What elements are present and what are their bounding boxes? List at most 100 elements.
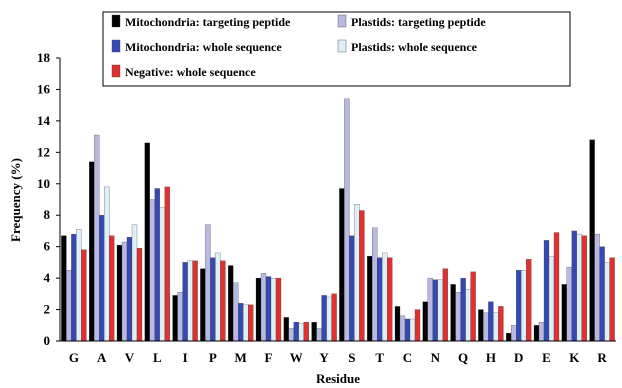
bar — [126, 237, 133, 342]
bar — [233, 282, 239, 342]
bar — [450, 284, 456, 342]
bar — [478, 309, 484, 342]
bar — [99, 215, 105, 342]
bar — [571, 230, 577, 342]
x-tick-label: L — [153, 350, 162, 365]
bar — [511, 325, 517, 342]
bar — [367, 255, 373, 342]
bar — [164, 186, 170, 342]
bar — [248, 304, 254, 342]
x-tick-label: D — [514, 350, 523, 365]
bar — [311, 321, 317, 342]
bar — [66, 270, 72, 342]
x-tick-label: E — [542, 350, 551, 365]
y-axis-title: Frequency (%) — [8, 158, 23, 242]
bar — [432, 279, 438, 342]
bar — [422, 301, 428, 342]
bar — [220, 260, 226, 342]
bar — [331, 293, 337, 342]
bar — [349, 235, 355, 342]
x-tick-label: K — [569, 350, 580, 365]
axes — [59, 58, 616, 342]
legend-label: Plastids: targeting peptide — [351, 15, 486, 29]
y-tick-label: 14 — [37, 113, 51, 128]
bar — [548, 255, 555, 342]
legend-label: Mitochondria: whole sequence — [125, 40, 282, 54]
bar — [566, 266, 572, 342]
bar — [344, 98, 350, 342]
bar — [354, 204, 360, 342]
y-tick-label: 0 — [44, 333, 51, 348]
bar — [326, 296, 332, 342]
bar — [159, 207, 165, 342]
legend-swatch — [111, 14, 121, 28]
bar — [71, 233, 77, 342]
y-tick-label: 4 — [44, 270, 51, 285]
bar — [404, 318, 411, 342]
bar — [265, 276, 272, 342]
bar — [414, 309, 421, 342]
bar — [427, 277, 433, 342]
bar — [553, 232, 560, 342]
bar — [543, 240, 550, 342]
bar — [76, 229, 82, 342]
bar — [516, 270, 522, 342]
x-tick-label: V — [125, 350, 135, 365]
legend-label: Mitochondria: targeting peptide — [125, 15, 291, 29]
bar — [589, 139, 595, 342]
bar — [359, 210, 365, 342]
bar — [470, 271, 476, 342]
bar — [533, 325, 540, 342]
bar — [149, 199, 155, 342]
x-tick-label: I — [183, 350, 188, 365]
y-tick-label: 10 — [37, 176, 50, 191]
bar — [89, 161, 95, 342]
bar — [172, 295, 178, 342]
bar — [561, 284, 567, 342]
bar — [298, 323, 304, 342]
bar — [599, 246, 605, 342]
bar — [538, 321, 545, 342]
bar — [228, 265, 234, 342]
legend-swatch — [337, 39, 347, 53]
bar — [283, 317, 289, 342]
legend-swatch — [111, 39, 121, 53]
y-tick-label: 6 — [44, 239, 51, 254]
bar — [372, 227, 378, 342]
bar — [255, 277, 262, 342]
bar — [187, 260, 193, 342]
bar — [394, 306, 401, 342]
legend-swatch — [111, 64, 121, 78]
bar — [270, 277, 277, 342]
x-tick-label: C — [403, 350, 412, 365]
bar — [260, 273, 267, 342]
bar — [154, 188, 160, 342]
y-tick-label: 16 — [37, 81, 51, 96]
bar — [210, 257, 216, 342]
legend-box — [102, 11, 571, 87]
bar — [526, 259, 532, 342]
bar — [116, 244, 123, 342]
x-tick-label: G — [69, 350, 79, 365]
bar — [399, 315, 406, 342]
x-tick-label: H — [486, 350, 496, 365]
bar — [144, 142, 150, 342]
bar — [483, 312, 489, 342]
bar — [609, 257, 615, 342]
x-tick-label: W — [290, 350, 303, 365]
y-tick-label: 12 — [37, 144, 50, 159]
bar — [604, 262, 610, 342]
bar — [94, 134, 100, 342]
bar — [104, 186, 110, 342]
bar — [177, 292, 183, 342]
bar — [109, 235, 115, 342]
bar — [321, 295, 327, 342]
bar — [303, 321, 309, 342]
bar — [215, 252, 221, 342]
y-tick-labels: 0 2 4 6 8 10 12 14 16 18 — [37, 50, 60, 348]
x-tick-label: N — [431, 350, 441, 365]
x-tick-label: Q — [458, 350, 468, 365]
x-axis-title: Residue — [316, 371, 360, 386]
x-tick-label: S — [348, 350, 355, 365]
